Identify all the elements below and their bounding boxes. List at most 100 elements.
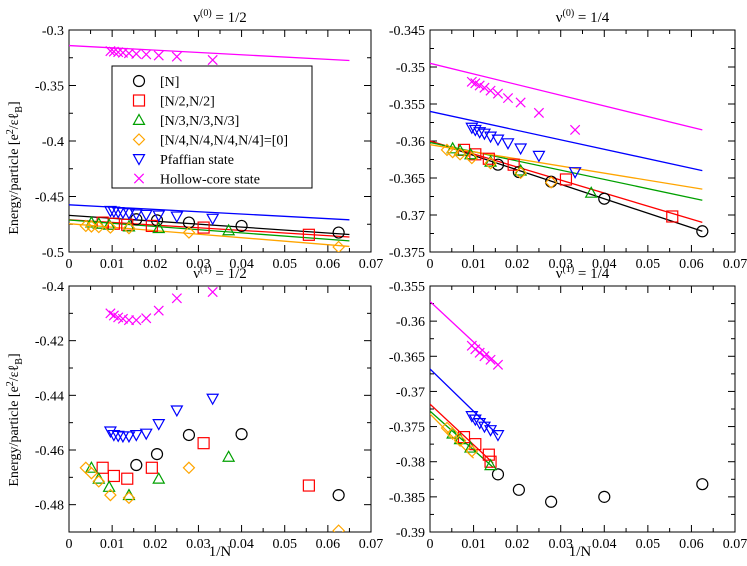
data-point [182,428,196,442]
y-tick-label: -0.35 [35,80,64,95]
legend-label: [N/3,N/3,N/3] [160,114,239,129]
data-point [171,51,182,62]
data-point [696,478,709,491]
data-point [207,54,218,66]
fit-line [430,62,703,131]
y-tick-label: -0.4 [42,135,64,150]
x-tick-label: 0.03 [548,257,573,272]
data-point [302,479,315,492]
data-point [465,444,479,458]
plot-area [430,62,709,238]
y-tick-label: -0.35 [396,61,425,76]
y-tick-label: -0.365 [389,350,425,365]
x-tick-label: 0.05 [636,257,661,272]
y-tick-label: -0.385 [389,491,425,506]
data-point [153,305,164,316]
x-tick-label: 0.04 [592,537,617,552]
plot-frame [68,285,372,533]
x-tick-label: 0 [66,257,73,272]
y-tick-label: -0.36 [396,135,425,150]
data-point [197,437,210,450]
x-tick-label: 0.04 [229,257,254,272]
y-tick-label: -0.4 [42,280,64,295]
data-point [532,150,546,163]
data-point [598,490,611,503]
data-point [79,219,93,233]
data-point [515,97,526,108]
data-point [453,143,467,156]
x-axis-label: 1/N [209,544,232,560]
data-point [104,488,117,502]
data-point [484,458,498,471]
x-tick-label: 0.01 [461,537,486,552]
legend-marker [132,113,146,126]
x-tick-label: 0.03 [186,537,211,552]
y-axis-label: Energy/particle [e2/εℓB] [5,101,25,234]
legend-label: Pfaffian state [160,153,234,168]
data-point [222,223,236,236]
data-point [446,427,460,440]
data-point [92,475,106,488]
y-tick-label: -0.365 [389,172,425,187]
data-point [107,469,120,483]
y-axis-label: Energy/particle [e2/εℓB] [5,353,25,486]
y-tick-label: -0.345 [389,24,425,39]
x-axis-label: 1/N [569,544,592,560]
fit-line [430,410,494,468]
data-point [171,293,182,304]
legend-box [111,65,313,189]
data-point [121,472,134,485]
data-point [465,411,479,423]
data-point [491,468,505,481]
data-point [514,143,528,156]
data-point [92,220,106,234]
panel-title: ν(0) = 1/4 [556,8,610,26]
x-tick-label: 0.01 [461,257,486,272]
y-tick-label: -0.45 [35,191,64,206]
y-tick-label: -0.375 [389,246,425,261]
data-point [568,167,582,179]
data-point [484,131,498,144]
data-point [484,156,497,170]
x-tick-label: 0.03 [186,257,211,272]
data-point [512,483,525,496]
data-point [145,461,158,474]
data-point [545,495,558,508]
data-point [507,158,520,171]
x-tick-label: 0.05 [636,537,661,552]
x-tick-label: 0.06 [316,257,341,272]
x-tick-label: 0.05 [272,537,297,552]
x-tick-label: 0.07 [723,537,747,552]
data-point [222,450,236,462]
data-point [141,49,152,60]
x-tick-label: 0.07 [359,537,384,552]
data-point [130,458,143,472]
legend-label: Hollow-core state [160,173,260,188]
y-tick-label: -0.48 [35,499,64,514]
plot-area [69,44,350,252]
data-point [482,448,495,461]
y-tick-label: -0.355 [389,280,425,295]
data-point [206,393,220,406]
data-point [465,151,479,165]
data-point [544,176,558,189]
data-point [104,221,117,234]
data-point [468,414,482,427]
fit-line [430,300,499,366]
data-point [206,213,220,226]
data-point [666,210,679,223]
x-tick-label: 0.03 [548,537,573,552]
y-tick-label: -0.42 [35,335,64,350]
data-point [533,107,545,118]
data-point [170,405,184,418]
data-point [477,128,491,141]
data-point [122,208,136,220]
data-point [477,421,491,434]
data-point [113,47,124,58]
data-point [485,85,496,96]
data-point [108,46,119,57]
data-point [152,419,166,431]
legend-label: [N/2,N/2] [160,95,215,110]
fit-line [69,44,350,62]
x-tick-label: 0.02 [505,537,530,552]
